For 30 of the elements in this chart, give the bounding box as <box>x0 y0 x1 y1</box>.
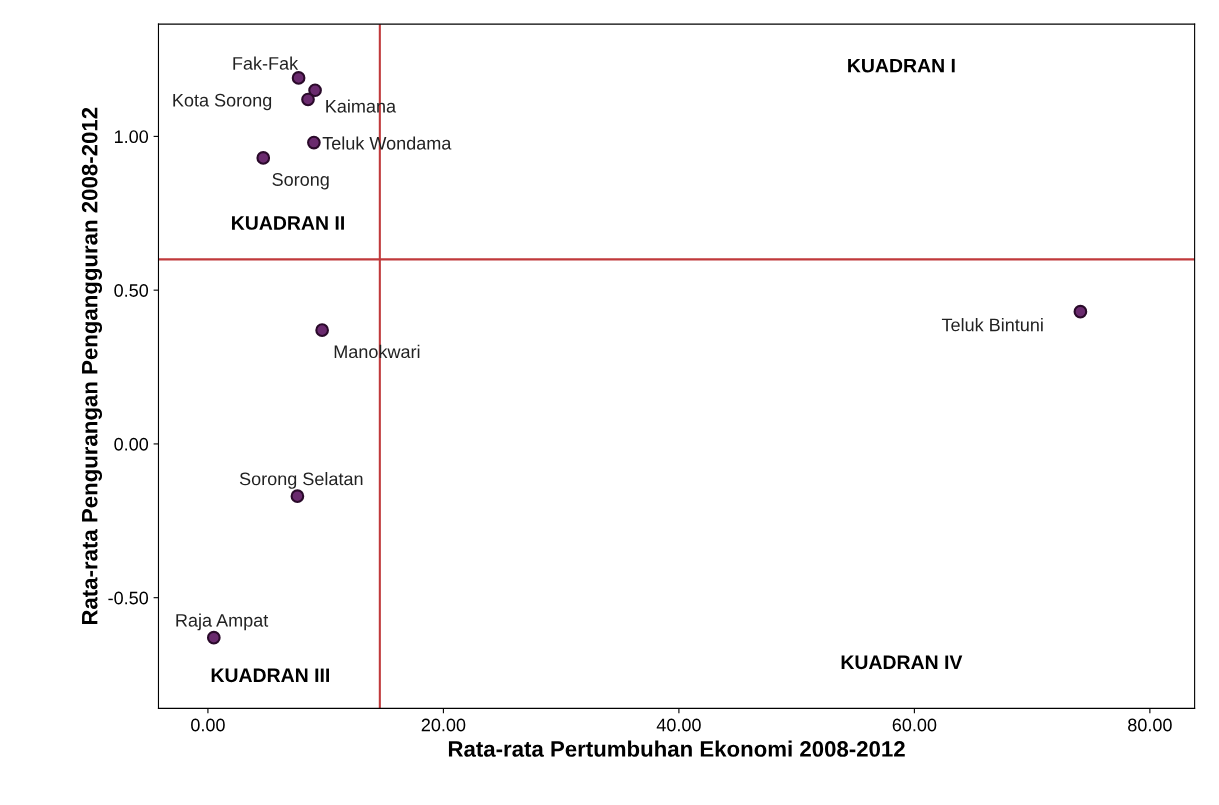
point <box>301 92 315 107</box>
x-tick-label: 40.00 <box>656 718 701 732</box>
annotation: Kota Sorong <box>173 93 272 111</box>
annotation: Sorong Selatan <box>239 472 363 489</box>
annotation: KUADRAN I <box>848 58 955 73</box>
point <box>206 630 221 645</box>
y-axis-title: Rata-rata Pengurangan Pengangguran 2008-2012 <box>81 107 103 625</box>
point <box>307 135 321 150</box>
point <box>290 489 305 504</box>
x-tick-label: 20.00 <box>421 718 466 732</box>
point <box>291 71 306 85</box>
annotation: Sorong <box>272 173 329 190</box>
point <box>315 323 329 337</box>
annotation: KUADRAN II <box>232 216 344 230</box>
point <box>1073 304 1088 319</box>
x-tick-label: 80.00 <box>1128 718 1172 732</box>
y-tick-label: -0.50 <box>108 591 149 605</box>
annotation: KUADRAN IV <box>841 655 963 670</box>
annotation: Raja Ampat <box>176 613 269 631</box>
x-tick-label: 60.00 <box>892 718 937 732</box>
y-tick-label: 0.50 <box>114 284 149 297</box>
point <box>308 83 322 98</box>
x-axis-title: Rata-rata Pertumbuhan Ekonomi 2008-2012 <box>448 740 905 757</box>
point <box>256 151 271 165</box>
y-tick-label: 1.00 <box>114 130 149 144</box>
annotation: Fak-Fak <box>233 56 299 70</box>
annotation: Teluk Bintuni <box>941 318 1043 332</box>
x-tick-label: 0.00 <box>191 718 225 732</box>
y-tick-label: 0.00 <box>114 437 149 451</box>
annotation: KUADRAN III <box>211 668 330 683</box>
